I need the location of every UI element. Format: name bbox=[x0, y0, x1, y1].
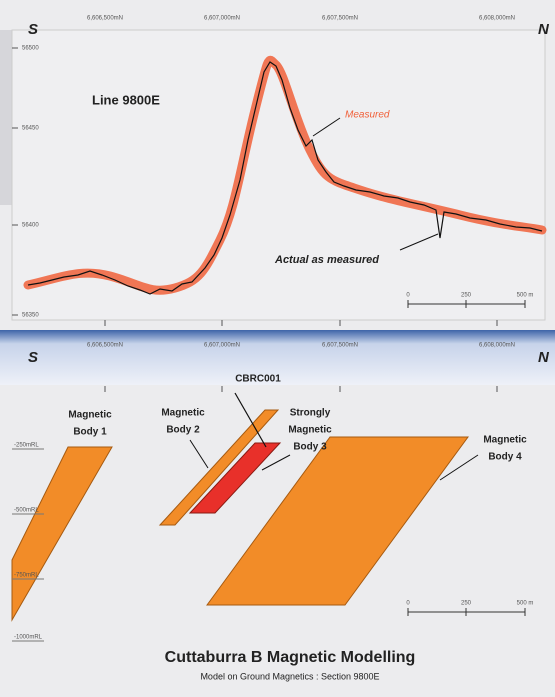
body-label: Magnetic bbox=[288, 425, 332, 436]
modelled-curve bbox=[23, 55, 547, 295]
leader bbox=[312, 117, 341, 137]
x-tick-label: 6,606,500mN bbox=[87, 16, 123, 22]
body-label: Body 4 bbox=[488, 452, 522, 463]
body-label: Magnetic bbox=[68, 410, 112, 421]
depth-label: -500mRL bbox=[14, 508, 39, 514]
side-box bbox=[0, 30, 14, 205]
north: N bbox=[538, 21, 550, 38]
north: N bbox=[538, 349, 550, 366]
measured-label: Measured bbox=[345, 110, 390, 121]
x-tick-label: 6,607,000mN bbox=[204, 343, 240, 349]
y-tick-label: 56350 bbox=[22, 313, 39, 319]
body-1 bbox=[11, 446, 113, 622]
body-label: Body 1 bbox=[73, 427, 107, 438]
x-tick-label: 6,607,500mN bbox=[322, 16, 358, 22]
body-2 bbox=[158, 409, 280, 526]
x-tick-label: 6,608,000mN bbox=[479, 343, 515, 349]
y-tick-label: 56400 bbox=[22, 223, 39, 229]
leaders bbox=[189, 439, 479, 481]
leader bbox=[399, 233, 439, 251]
depth-label: -250mRL bbox=[14, 443, 39, 449]
figure-subtitle: Model on Ground Magnetics : Section 9800… bbox=[200, 671, 379, 681]
south: S bbox=[28, 21, 38, 38]
body-label: Magnetic bbox=[161, 408, 205, 419]
line-title: Line 9800E bbox=[92, 92, 160, 107]
y-tick-label: 56500 bbox=[22, 46, 39, 52]
x-tick-label: 6,608,000mN bbox=[479, 16, 515, 22]
scale-label: 250 bbox=[461, 601, 472, 607]
scale-label: 250 bbox=[461, 293, 472, 299]
depth-label: -750mRL bbox=[14, 573, 39, 579]
scale-label: 500 m bbox=[517, 293, 534, 299]
scale-bar bbox=[407, 300, 526, 616]
scale-label: 500 m bbox=[517, 601, 534, 607]
drillhole bbox=[234, 392, 267, 448]
actual-label: Actual as measured bbox=[274, 254, 379, 266]
drillhole-label: CBRC001 bbox=[235, 374, 281, 385]
measured-curve bbox=[27, 61, 543, 295]
depth-label: -1000mRL bbox=[14, 635, 43, 641]
scale-label: 0 bbox=[406, 293, 410, 299]
body-4 bbox=[206, 436, 469, 606]
x-tick-label: 6,607,500mN bbox=[322, 343, 358, 349]
body-label: Strongly bbox=[290, 408, 331, 419]
x-tick-label: 6,606,500mN bbox=[87, 343, 123, 349]
scale-label: 0 bbox=[406, 601, 410, 607]
axis-band bbox=[0, 330, 555, 385]
body-3 bbox=[188, 442, 282, 514]
y-tick-label: 56450 bbox=[22, 126, 39, 132]
body-label: Magnetic bbox=[483, 435, 527, 446]
figure-title: Cuttaburra B Magnetic Modelling bbox=[165, 649, 416, 666]
x-tick-label: 6,607,000mN bbox=[204, 16, 240, 22]
body-label: Body 3 bbox=[293, 442, 327, 453]
body-label: Body 2 bbox=[166, 425, 200, 436]
south: S bbox=[28, 349, 38, 366]
